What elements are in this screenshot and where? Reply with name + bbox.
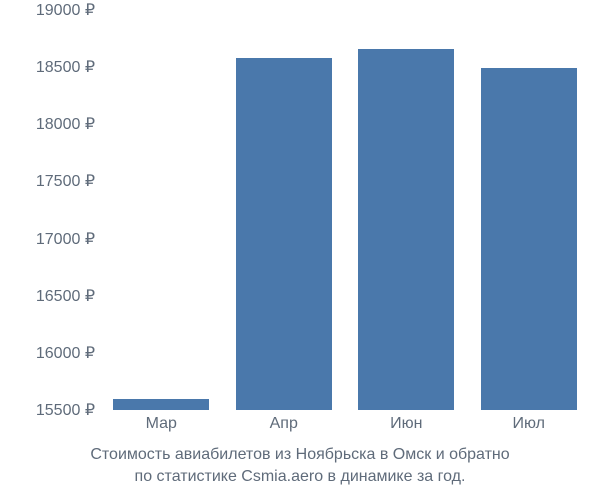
- y-axis-label: 16500 ₽: [0, 286, 95, 306]
- y-axis-label: 15500 ₽: [0, 400, 95, 420]
- y-axis-label: 19000 ₽: [0, 0, 95, 20]
- y-axis-label: 17500 ₽: [0, 171, 95, 191]
- caption-line-2: по статистике Csmia.aero в динамике за г…: [135, 468, 466, 485]
- price-chart: 15500 ₽ 16000 ₽ 16500 ₽ 17000 ₽ 17500 ₽ 18000…: [0, 0, 600, 500]
- x-axis-label: Апр: [270, 415, 298, 433]
- y-axis-label: 18000 ₽: [0, 114, 95, 134]
- x-axis-label: Мар: [146, 415, 177, 433]
- caption-line-1: Стоимость авиабилетов из Ноябрьска в Омс…: [90, 446, 509, 463]
- x-axis-label: Июн: [390, 415, 422, 433]
- chart-caption: Стоимость авиабилетов из Ноябрьска в Омс…: [0, 444, 600, 487]
- y-axis-label: 18500 ₽: [0, 57, 95, 77]
- bar: [113, 399, 209, 410]
- bar: [236, 58, 332, 410]
- x-axis-label: Июл: [513, 415, 545, 433]
- y-axis-label: 16000 ₽: [0, 343, 95, 363]
- bar: [481, 68, 577, 410]
- y-axis-label: 17000 ₽: [0, 229, 95, 249]
- plot-area: [100, 10, 590, 410]
- bar: [358, 49, 454, 410]
